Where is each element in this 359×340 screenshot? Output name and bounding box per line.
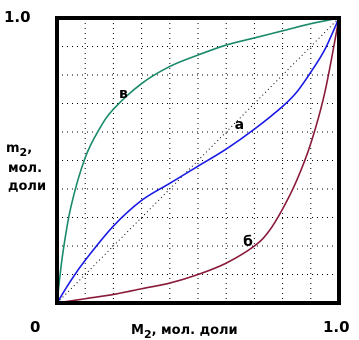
curve-label-2: а [235,117,244,133]
curve-label-3: б [243,234,253,250]
y-axis-label-line2: мол. [8,161,42,176]
y-axis-label-line3: доли [8,179,46,194]
x-tick-label-min: 0 [30,318,40,336]
y-axis-label-comma: , [27,141,32,156]
curve-label-1: в [119,86,128,102]
y-axis-label-sub: 2 [20,146,28,159]
curve-labels: в а б [119,86,253,250]
y-tick-label-max: 1.0 [4,8,31,26]
series-line-2 [56,17,340,304]
curves [56,17,340,304]
diagonal-reference-line [56,17,340,304]
series-line-1 [56,17,340,304]
x-axis-label-sub: 2 [144,328,152,340]
y-axis-label-main: m [6,141,20,156]
x-axis-label-rest: , мол. доли [152,323,238,338]
series-line-3 [56,17,340,304]
x-axis-label-main: M [131,323,144,338]
plot-frame [55,16,341,305]
y-axis-label-line1: m2, [6,141,32,159]
x-axis-label: M2, мол. доли [131,323,238,340]
x-tick-label-max: 1.0 [323,318,350,336]
